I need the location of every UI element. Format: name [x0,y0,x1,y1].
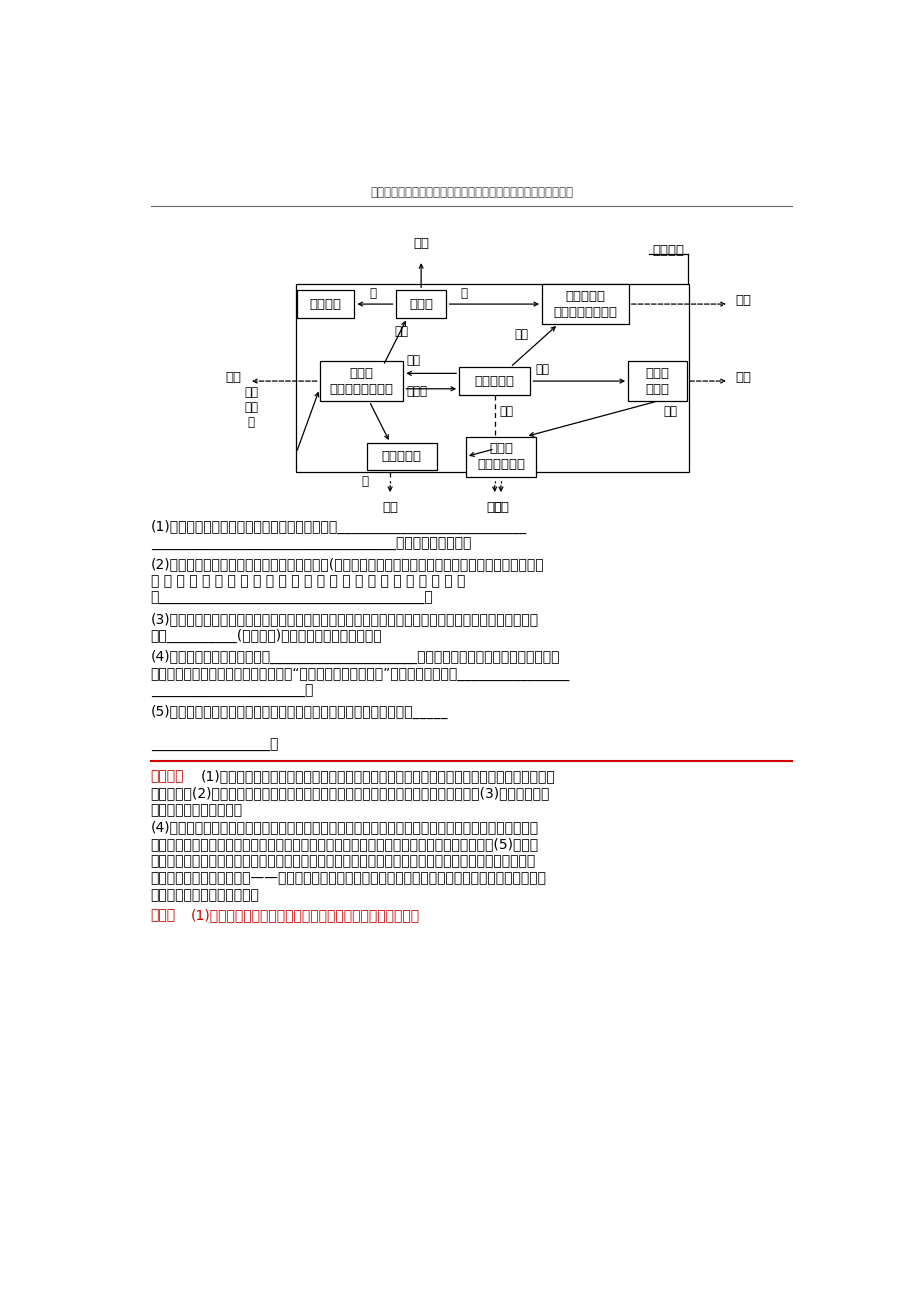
Text: 输出: 输出 [493,501,508,514]
Text: 最新学习考试资料试卷件及海量高中、初中教学课尽在金锐头文库: 最新学习考试资料试卷件及海量高中、初中教学课尽在金锐头文库 [369,186,573,199]
Text: ___________________________________（至少写出２个）。: ___________________________________（至少写出… [151,536,471,551]
Text: (4)流入该生态农业的总能量有_____________________和人工输入的能量，人工输入的能量有: (4)流入该生态农业的总能量有_____________________和人工输… [151,650,560,664]
Text: 是______________________________________。: 是______________________________________。 [151,591,433,605]
FancyBboxPatch shape [395,290,446,318]
Text: 鸡鸭兿殖场: 鸡鸭兿殖场 [381,450,421,464]
Text: 学物质，属于化学信息。: 学物质，属于化学信息。 [151,803,243,818]
FancyBboxPatch shape [459,367,530,395]
Text: 方面：生产者、消费者等生物成分体内含有机物，蕴藏着能量；电力、石油等能源的输入等。(5)生态系: 方面：生产者、消费者等生物成分体内含有机物，蕴藏着能量；电力、石油等能源的输入等… [151,837,539,852]
Text: 废弃物: 废弃物 [406,385,427,398]
Text: 沼气: 沼气 [486,501,502,514]
Text: 输出: 输出 [225,371,241,384]
Text: 沼渣: 沼渣 [514,328,528,341]
Text: 蛋白饰料: 蛋白饰料 [652,243,684,256]
Text: 垂锤园
（鱼）: 垂锤园 （鱼） [645,367,669,396]
Text: _________________。: _________________。 [151,738,278,753]
Text: (1)观察图解，可以看出该生态工程能体现出的原理有物质循环再生、物种多样性以及协调与平: (1)观察图解，可以看出该生态工程能体现出的原理有物质循环再生、物种多样性以及协… [201,769,555,784]
Text: 糪: 糪 [360,475,368,488]
Text: 采摘园
（草莓、梨）: 采摘园 （草莓、梨） [476,443,525,471]
Text: 蛆蛆兿殖: 蛆蛆兿殖 [310,298,342,311]
Text: 糪: 糪 [460,288,467,301]
FancyBboxPatch shape [466,436,535,477]
Text: 食 性 的 鲧 鱼 等 ） 。 从 群 落 结 构 分 析 ， 这 种 兿 殖 模 式 的 优 点: 食 性 的 鲧 鱼 等 ） 。 从 群 落 结 构 分 析 ， 这 种 兿 殖 … [151,574,464,589]
FancyBboxPatch shape [628,361,686,401]
FancyBboxPatch shape [367,443,437,470]
Text: 输出: 输出 [734,371,750,384]
Text: 沼渣: 沼渣 [535,363,549,376]
Text: (2)池塘兿鱼时，通常采用多鱼种混合放兿模式(上层为食浮游生物的鲢鱼，中层为食草的草鱼，下层为杂: (2)池塘兿鱼时，通常采用多鱼种混合放兿模式(上层为食浮游生物的鲢鱼，中层为食草… [151,557,544,572]
Bar [296,284,687,471]
Text: 去向，即分解者流向消费者——人。但这并不是说能量可以循环利用，因为消费者和分解者之间的两个箭: 去向，即分解者流向消费者——人。但这并不是说能量可以循环利用，因为消费者和分解者… [151,871,546,885]
Text: 输出: 输出 [381,501,398,514]
Text: (1)物质循环再生原理、物种多样性原理、协调与平衡原理等: (1)物质循环再生原理、物种多样性原理、协调与平衡原理等 [191,907,420,922]
Text: 食用菌种植
（蠕菇、猴头菇）: 食用菌种植 （蠕菇、猴头菇） [553,289,617,319]
Text: 蛋白
饰料
料: 蛋白 饰料 料 [244,385,258,428]
Text: 头所包含的能量是不一样的。: 头所包含的能量是不一样的。 [151,888,259,902]
Text: (4)生态工程是人类设计的，人的作用尤其突出。除生产者固定的太阳能之外，人工输入的能量包括很多: (4)生态工程是人类设计的，人的作用尤其突出。除生产者固定的太阳能之外，人工输入… [151,820,539,835]
Text: (5)根据图示，用箭头表示生态系统三类生物成分之间的能量流动关系_____: (5)根据图示，用箭头表示生态系统三类生物成分之间的能量流动关系_____ [151,704,448,719]
Text: 沼气发酵池: 沼气发酵池 [474,375,515,388]
Text: (3)防治果树虫害时，常利用性引证剂来诱捕害虫或干扰交配，从而降低害虫种群密度。这属于生态系统: (3)防治果树虫害时，常利用性引证剂来诱捕害虫或干扰交配，从而降低害虫种群密度。… [151,612,539,626]
Text: 【解析】: 【解析】 [151,769,184,784]
Text: 输出: 输出 [734,294,750,307]
Text: (1)该生态农业园建设主要依据的生态工程原理有___________________________: (1)该生态农业园建设主要依据的生态工程原理有_________________… [151,519,527,534]
FancyBboxPatch shape [297,290,354,318]
Text: 答案：: 答案： [151,907,176,922]
Text: 沼液: 沼液 [406,354,420,367]
Text: （至少２项）等。该生态农业园增加了“蛆蛆兿殖、食用菌种植”等项目，其意义是________________: （至少２项）等。该生态农业园增加了“蛆蛆兿殖、食用菌种植”等项目，其意义是___… [151,667,569,681]
Text: ______________________。: ______________________。 [151,684,312,698]
Text: 中的__________(信息类型)传递在农业生产中的应用。: 中的__________(信息类型)传递在农业生产中的应用。 [151,629,382,643]
FancyBboxPatch shape [541,284,629,324]
Text: 种植业
（稻、麦、蔬菜）: 种植业 （稻、麦、蔬菜） [329,367,393,396]
Text: 统的三种生物成分是生产者、消费者和分解者。比起一般的生态系统，图中所展示的多了一条能量流动的: 统的三种生物成分是生产者、消费者和分解者。比起一般的生态系统，图中所展示的多了一… [151,854,536,868]
FancyBboxPatch shape [319,361,403,401]
Text: 牛奶: 牛奶 [413,237,428,250]
Text: 奶牛场: 奶牛场 [409,298,433,311]
Text: 衡原理等。(2)群落在垂直结构上的分层现象可以充分利用生态系统的空间和食物资源。(3)性引证剂是化: 衡原理等。(2)群落在垂直结构上的分层现象可以充分利用生态系统的空间和食物资源。… [151,786,550,801]
Text: 沼液: 沼液 [499,405,513,418]
Text: 池泥: 池泥 [663,405,677,418]
Text: 糪: 糪 [369,288,376,301]
Text: 秸秆: 秸秆 [393,326,407,339]
